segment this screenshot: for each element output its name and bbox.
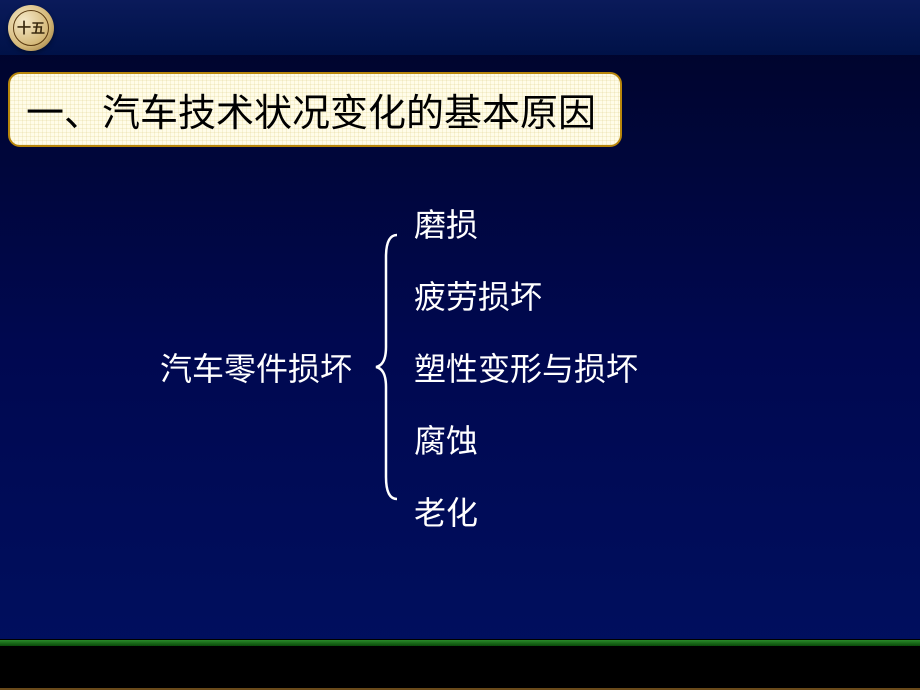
diagram-root-label: 汽车零件损坏 [160, 344, 352, 390]
diagram-container: 汽车零件损坏 磨损 疲劳损坏 塑性变形与损坏 腐蚀 老化 [160, 200, 638, 534]
bottom-black-bar [0, 646, 920, 690]
branch-item: 塑性变形与损坏 [414, 344, 638, 390]
logo-circle: 十五 [8, 5, 54, 51]
header-bar: 十五 [0, 0, 920, 55]
slide-title-box: 一、汽车技术状况变化的基本原因 [8, 72, 622, 147]
diagram-branches: 磨损 疲劳损坏 塑性变形与损坏 腐蚀 老化 [414, 200, 638, 534]
branch-item: 磨损 [414, 200, 638, 246]
slide-title: 一、汽车技术状况变化的基本原因 [26, 82, 596, 137]
branch-item: 腐蚀 [414, 416, 638, 462]
branch-item: 疲劳损坏 [414, 272, 638, 318]
branch-item: 老化 [414, 488, 638, 534]
brace-icon [372, 227, 402, 507]
logo-text: 十五 [13, 10, 49, 46]
